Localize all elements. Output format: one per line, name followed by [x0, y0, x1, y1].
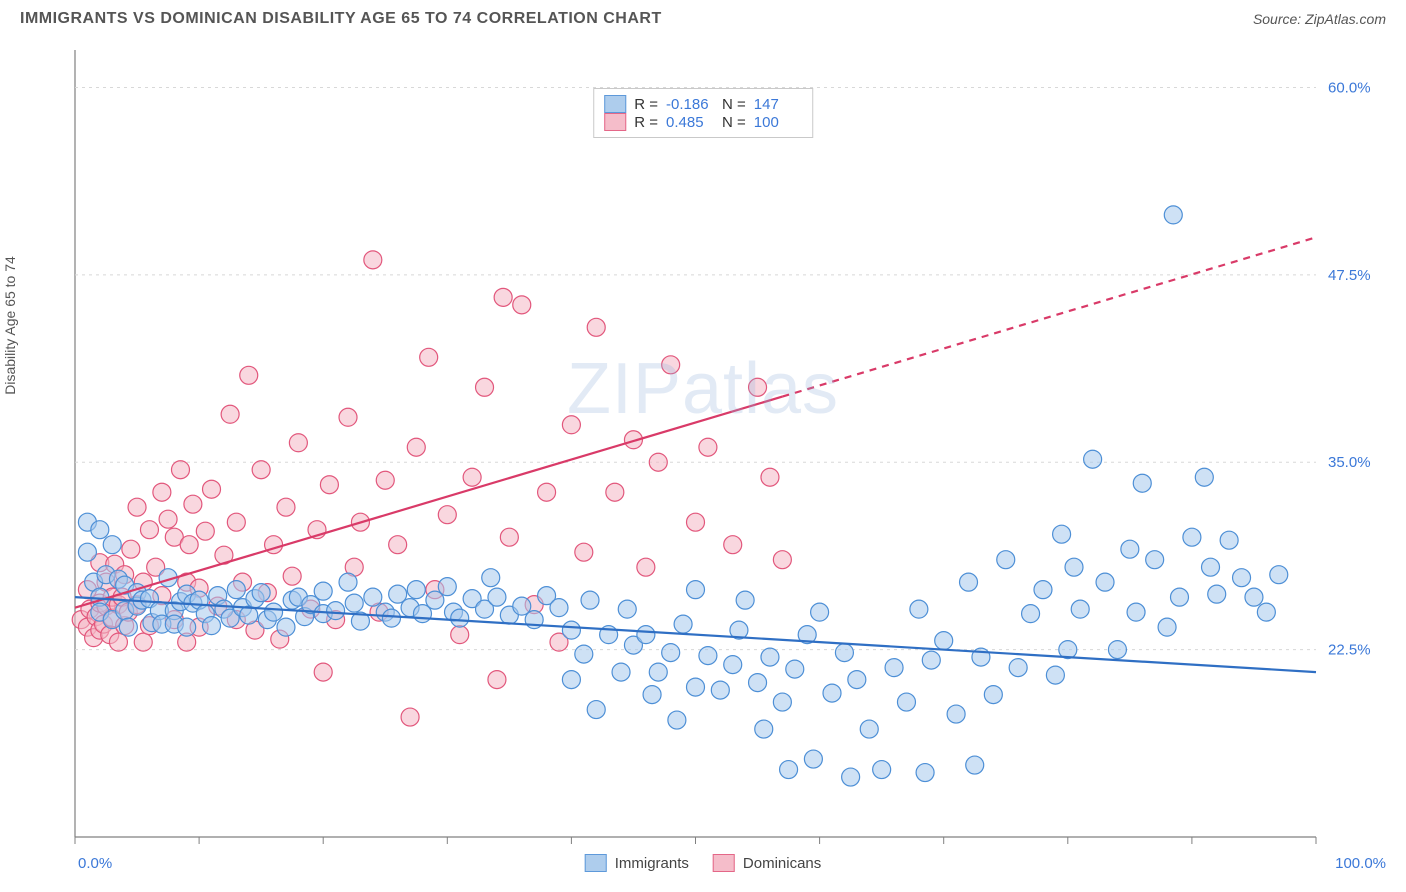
legend-item-dominicans: Dominicans — [713, 854, 821, 872]
svg-text:22.5%: 22.5% — [1328, 642, 1371, 659]
r-label: R = — [634, 114, 658, 131]
immigrants-swatch — [604, 95, 626, 113]
dominicans-swatch — [713, 854, 735, 872]
y-axis-label: Disability Age 65 to 74 — [2, 256, 18, 395]
x-axis-max: 100.0% — [1335, 855, 1386, 872]
svg-text:35.0%: 35.0% — [1328, 454, 1371, 471]
svg-text:47.5%: 47.5% — [1328, 267, 1371, 284]
dominicans-n: 100 — [754, 114, 802, 131]
immigrants-swatch — [585, 854, 607, 872]
correlation-legend: R = -0.186 N = 147 R = 0.485 N = 100 — [593, 88, 813, 138]
dominicans-label: Dominicans — [743, 855, 821, 872]
immigrants-label: Immigrants — [615, 855, 689, 872]
source-label: Source: ZipAtlas.com — [1253, 11, 1386, 27]
legend-row-dominicans: R = 0.485 N = 100 — [604, 113, 802, 131]
series-legend: Immigrants Dominicans — [585, 854, 822, 872]
dominicans-r: 0.485 — [666, 114, 714, 131]
n-label: N = — [722, 96, 746, 113]
n-label: N = — [722, 114, 746, 131]
svg-text:60.0%: 60.0% — [1328, 79, 1371, 96]
immigrants-n: 147 — [754, 96, 802, 113]
x-axis-min: 0.0% — [78, 855, 112, 872]
legend-item-immigrants: Immigrants — [585, 854, 689, 872]
scatter-plot: 22.5% 35.0% 47.5% 60.0% — [20, 40, 1386, 872]
chart-container: Disability Age 65 to 74 22.5%35.0%47.5%6… — [20, 40, 1386, 872]
chart-title: IMMIGRANTS VS DOMINICAN DISABILITY AGE 6… — [20, 10, 662, 28]
immigrants-r: -0.186 — [666, 96, 714, 113]
legend-row-immigrants: R = -0.186 N = 147 — [604, 95, 802, 113]
dominicans-swatch — [604, 113, 626, 131]
r-label: R = — [634, 96, 658, 113]
